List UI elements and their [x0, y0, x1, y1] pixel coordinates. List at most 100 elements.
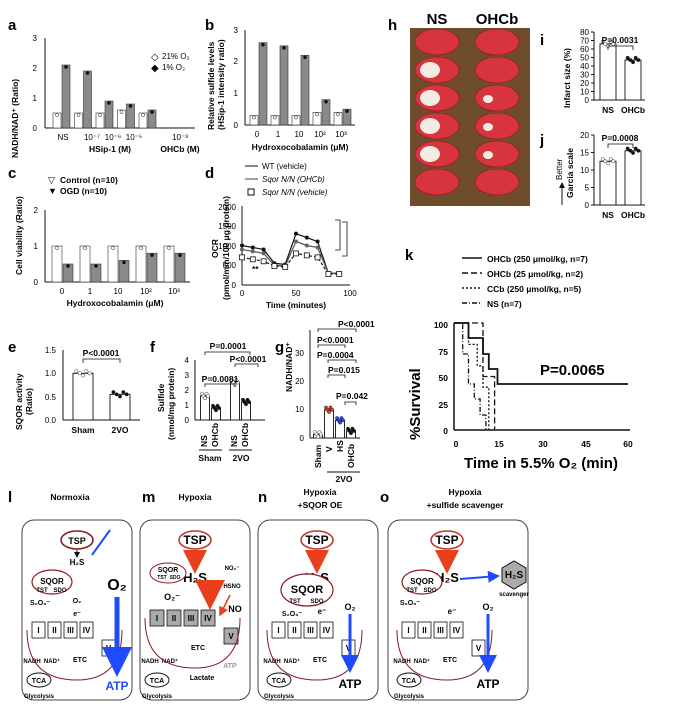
sqor-label: SQOR [158, 567, 179, 574]
bars-e [72, 369, 131, 421]
xtick-k-0: 0 [454, 439, 459, 449]
bar-c-0-0 [51, 245, 63, 283]
etc-complex-III [63, 621, 78, 639]
nadh-label: NADH [263, 659, 280, 665]
p-bracket-g-4 [344, 401, 357, 405]
xtick-k-2: 30 [538, 439, 548, 449]
panel-e: e SQOR activity (Ratio) 0.0 0.5 1.0 1.5 … [8, 339, 140, 435]
xtick-i-0: NS [602, 105, 614, 115]
etc-complex-label-V: V [476, 644, 482, 653]
panel-g: g NADH/NAD⁺ 0 10 20 30 P<0.0001 P<0.0001… [275, 319, 375, 484]
tsp-label: TSP [68, 536, 86, 546]
etc-complex-I [149, 609, 165, 627]
ytick-f-0: 0 [185, 416, 190, 425]
bar-a-3-0 [117, 109, 126, 129]
point-e-0-3 [84, 369, 89, 374]
etc-label: ETC [73, 657, 87, 664]
point-j-1-0 [625, 146, 630, 151]
col-label-h-1: OHCb [476, 11, 519, 28]
legend-marker-a-0: ◇ [151, 52, 159, 63]
lines-d [239, 231, 343, 277]
etc-complex-label-I: I [277, 626, 279, 635]
point-g-1-4 [330, 407, 334, 412]
legend-d-2: Sqor N/N (vehicle) [262, 188, 328, 197]
brain-slice-1-5 [474, 168, 520, 196]
point-a-3-0 [119, 110, 124, 114]
point-c-2-0 [111, 246, 115, 250]
tca-label: TCA [272, 678, 286, 685]
sdo-label: SDO [423, 588, 436, 594]
ytick-f-1: 1 [185, 401, 190, 410]
p-value-i: P=0.0031 [602, 35, 639, 45]
legend-c-0: Control (n=10) [60, 175, 118, 185]
infarct-region-ohcb-4 [483, 151, 493, 159]
point-i-0-0 [600, 39, 605, 44]
brain-slice-1-3 [474, 112, 520, 140]
ytick-b-0: 0 [234, 121, 239, 130]
ytick-b-3: 3 [234, 26, 239, 35]
tca-node [26, 672, 52, 688]
legend-k-2: CCb (250 μmol/kg, n=5) [487, 284, 581, 294]
point-d-1-5 [294, 239, 298, 244]
panel-letter-h: h [388, 17, 397, 34]
point-d-2-9 [336, 271, 343, 277]
sqor-complex [280, 573, 334, 607]
point-c-1-0 [83, 246, 87, 250]
brain-slice-1-4 [474, 140, 520, 168]
etc-complex-I [31, 621, 46, 639]
tst-label: TST [406, 588, 418, 594]
xtick-j-1: OHCb [621, 210, 645, 220]
panel-letter-c: c [8, 165, 16, 182]
bar-a-0-0 [52, 112, 62, 129]
lactate-label: Lactate [190, 675, 215, 682]
sdo-label: SDO [53, 588, 66, 594]
point-d-2-2 [260, 258, 267, 265]
point-f-0-4 [206, 394, 210, 398]
point-d-0-0 [240, 243, 244, 248]
atp-label: ATP [338, 677, 361, 691]
legend-marker-c-1: ▼ [48, 186, 57, 196]
point-f-3-4 [247, 400, 251, 404]
ytick-c-2: 2 [34, 206, 39, 215]
line-d-0 [241, 232, 340, 274]
xlabel-b: Hydroxocobalamin (μM) [252, 142, 349, 152]
xtick-a-1: 10⁻⁷ [84, 133, 100, 142]
ylabel-f: Sulfide [156, 383, 166, 412]
point-a-1-0 [76, 113, 81, 117]
point-a-3-1 [128, 104, 133, 108]
point-f-3-2 [244, 402, 248, 407]
tsp-node [430, 530, 464, 550]
etc-complex-I [401, 621, 416, 639]
p-bracket-f-0 [204, 351, 251, 355]
point-e-1-3 [121, 390, 126, 395]
glycolysis-label: Glycolysis [24, 694, 55, 700]
point-f-0-2 [203, 396, 207, 401]
p-bracket-j [607, 143, 634, 148]
point-b-1-0 [273, 115, 277, 120]
tsp-label: TSP [435, 533, 458, 547]
brain-slice-1-1 [474, 56, 520, 84]
ytick-g-0: 0 [300, 434, 305, 443]
bar-c-0-1 [62, 263, 74, 283]
xtick-a-2: 10⁻⁶ [105, 133, 121, 142]
panel-letter-a: a [8, 17, 17, 34]
p-value-g-0: P<0.0001 [338, 319, 375, 329]
line-d-1 [241, 240, 340, 274]
p-value-k: P=0.0065 [540, 362, 605, 379]
bar-c-1-0 [79, 245, 91, 283]
atp-label: ATP [105, 679, 128, 693]
tca-label: TCA [32, 678, 46, 685]
bar-j-0 [599, 160, 617, 206]
etc-complex-II [166, 609, 182, 627]
point-d-1-2 [261, 251, 266, 256]
legend-k: OHCb (250 μmol/kg, n=7) OHCb (25 μmol/kg,… [462, 254, 588, 309]
s2o3-label: S₂O₃⁻ [282, 611, 302, 618]
h2s-scavenged-label: H₂S [505, 570, 524, 581]
panel-letter-k: k [405, 247, 414, 264]
bar-c-4-0 [163, 245, 175, 283]
bar-a-4-0 [138, 112, 148, 129]
etc-complex-III [183, 609, 199, 627]
brain-slice-0-5 [414, 168, 460, 196]
